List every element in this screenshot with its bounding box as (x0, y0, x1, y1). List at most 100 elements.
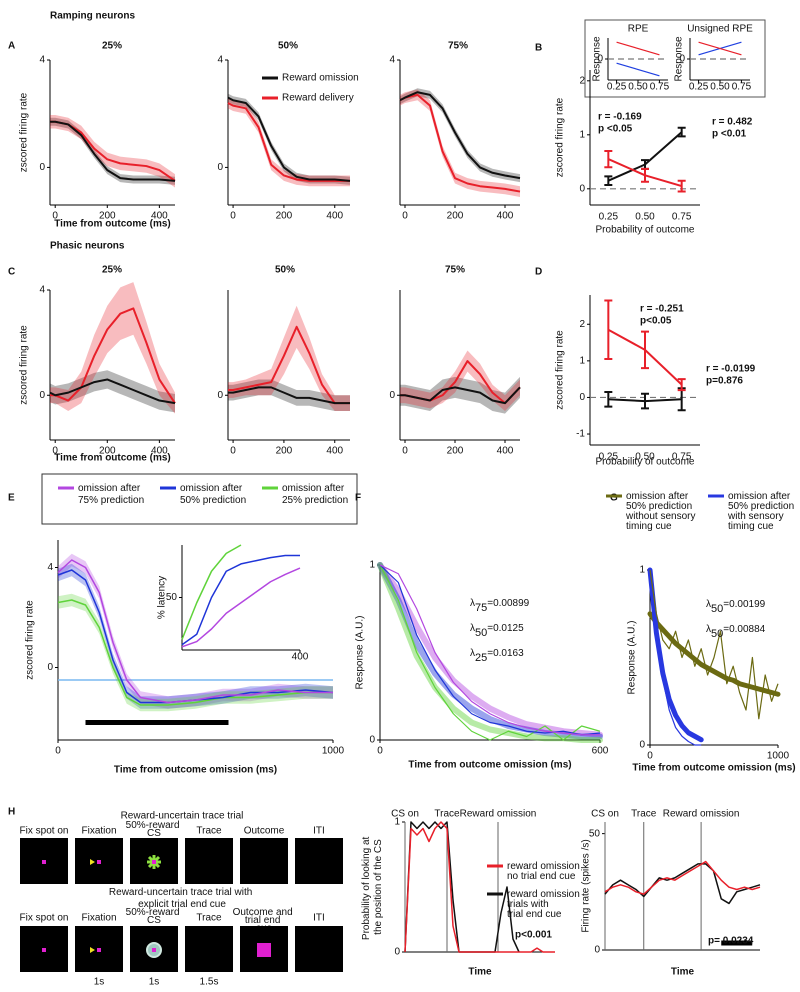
event-label: Trace (631, 809, 657, 820)
legend-label: omission after 75% prediction (78, 483, 144, 506)
fit-label-part: 25 (475, 652, 487, 664)
y-tick-label: 2 (579, 319, 585, 330)
screen (185, 838, 233, 884)
screen (240, 838, 288, 884)
x-tick-label: 0.50 (628, 82, 648, 93)
y-tick-label: 50 (589, 828, 601, 839)
x-axis-label: Time from outcome omission (ms) (408, 760, 571, 771)
event-label: Reward omission (663, 809, 740, 820)
series-line (616, 62, 660, 77)
x-tick-label: 1000 (767, 751, 790, 762)
error-band (50, 370, 175, 413)
fit-label-part: λ (706, 624, 711, 635)
subplot-title: 50% (278, 41, 298, 52)
y-tick-label: 1 (579, 129, 585, 140)
y-axis-label: Response (592, 36, 603, 81)
x-tick-label: 0.75 (650, 82, 670, 93)
text-line: omission after (626, 491, 691, 502)
x-tick-label: 400 (497, 211, 514, 222)
text-line: timing cue (626, 521, 672, 532)
series-line (399, 93, 521, 193)
text-line: CS (147, 828, 161, 839)
y-axis-label: % latency (157, 576, 168, 619)
y-tick-label: 4 (47, 562, 53, 573)
y-tick-label: 0 (394, 947, 400, 958)
subplot-title: 75% (448, 41, 468, 52)
fix-spot (97, 948, 101, 952)
event-label: CS on (391, 809, 419, 820)
text-line: Probability of looking at (361, 834, 372, 940)
y-axis-label: zscored firing rate (19, 325, 30, 405)
row-title: Reward-uncertain trace trial (121, 811, 244, 822)
y-axis-label: zscored firing rate (19, 92, 30, 172)
x-tick-label: 400 (326, 211, 343, 222)
text-line: timing cue (728, 521, 774, 532)
fit-label-part: =0.00884 (723, 624, 765, 635)
series-line (181, 554, 300, 646)
error-bar (604, 150, 613, 169)
x-axis-label: Time from outcome omission (ms) (114, 765, 277, 776)
x-tick-label: 1000 (322, 746, 345, 757)
fit-label-part: λ (706, 599, 711, 610)
y-tick-label: 0 (217, 162, 223, 173)
x-tick-label: 0 (377, 746, 383, 757)
series-line (227, 102, 350, 182)
annotation: p<0.05 (640, 316, 672, 327)
subplot-title: 75% (445, 265, 465, 276)
frame-duration: 1.5s (200, 977, 219, 988)
y-tick-label: -1 (576, 429, 585, 440)
frame-duration: 1s (149, 977, 160, 988)
error-band (400, 88, 520, 183)
frame-label: Trace (196, 913, 222, 924)
annotation: p <0.05 (598, 124, 633, 135)
series-line (228, 386, 350, 405)
text-line: omission after (282, 483, 347, 494)
y-tick-label: 1 (394, 817, 400, 828)
fit-label-part: 50 (475, 627, 487, 639)
error-band (400, 376, 520, 414)
fit-label-part: =0.0163 (487, 648, 524, 659)
x-tick-label: 400 (151, 446, 168, 457)
y-tick-label: 0 (47, 662, 53, 673)
error-bar (641, 392, 649, 410)
x-tick-label: 0.75 (732, 82, 752, 93)
x-tick-label: 0 (52, 446, 58, 457)
x-axis-label: Time (671, 967, 695, 978)
subplot-title: 25% (102, 41, 122, 52)
frame-label: Fixation (81, 913, 116, 924)
y-tick-label: 50 (166, 592, 178, 603)
fix-spot (42, 948, 46, 952)
y-tick-label: 0 (369, 735, 375, 746)
text-line: Reward-uncertain trace trial with (109, 887, 255, 898)
x-axis-label: Probability of outcome (596, 457, 695, 468)
y-tick-label: 0 (389, 390, 395, 401)
event-label: Reward omission (460, 809, 537, 820)
legend-label: reward omission trials with trial end cu… (507, 889, 583, 920)
annotation: p=0.876 (706, 376, 743, 387)
panel-letter: F (355, 493, 361, 504)
x-tick-label: 0 (52, 211, 58, 222)
panel-letter: C (8, 267, 15, 278)
x-axis-label: Time from outcome omission (ms) (632, 763, 795, 774)
series-line (181, 567, 301, 648)
error-bar (641, 167, 649, 183)
text-line: reward omission (507, 861, 583, 872)
y-axis-label: Firing rate (spikes /s) (581, 839, 592, 932)
series-line (49, 378, 176, 405)
frame-label: ITI (313, 826, 325, 837)
error-bar (604, 299, 613, 361)
frame-label: 50%-reward CS (126, 907, 183, 926)
x-tick-label: 0 (402, 211, 408, 222)
text-line: omission after (728, 491, 793, 502)
y-tick-label: 2 (579, 75, 585, 86)
frame-label: Fix spot on (20, 826, 69, 837)
text-line: omission after (180, 483, 245, 494)
annotation: r = -0.169 (598, 112, 642, 123)
x-tick-label: 0.25 (599, 452, 619, 463)
text-line: explicit trial end cue (138, 899, 226, 910)
subplot-title: Unsigned RPE (687, 24, 753, 35)
x-tick-label: 200 (276, 211, 293, 222)
legend-label: omission after 50% prediction (180, 483, 246, 506)
series-line (698, 41, 742, 56)
